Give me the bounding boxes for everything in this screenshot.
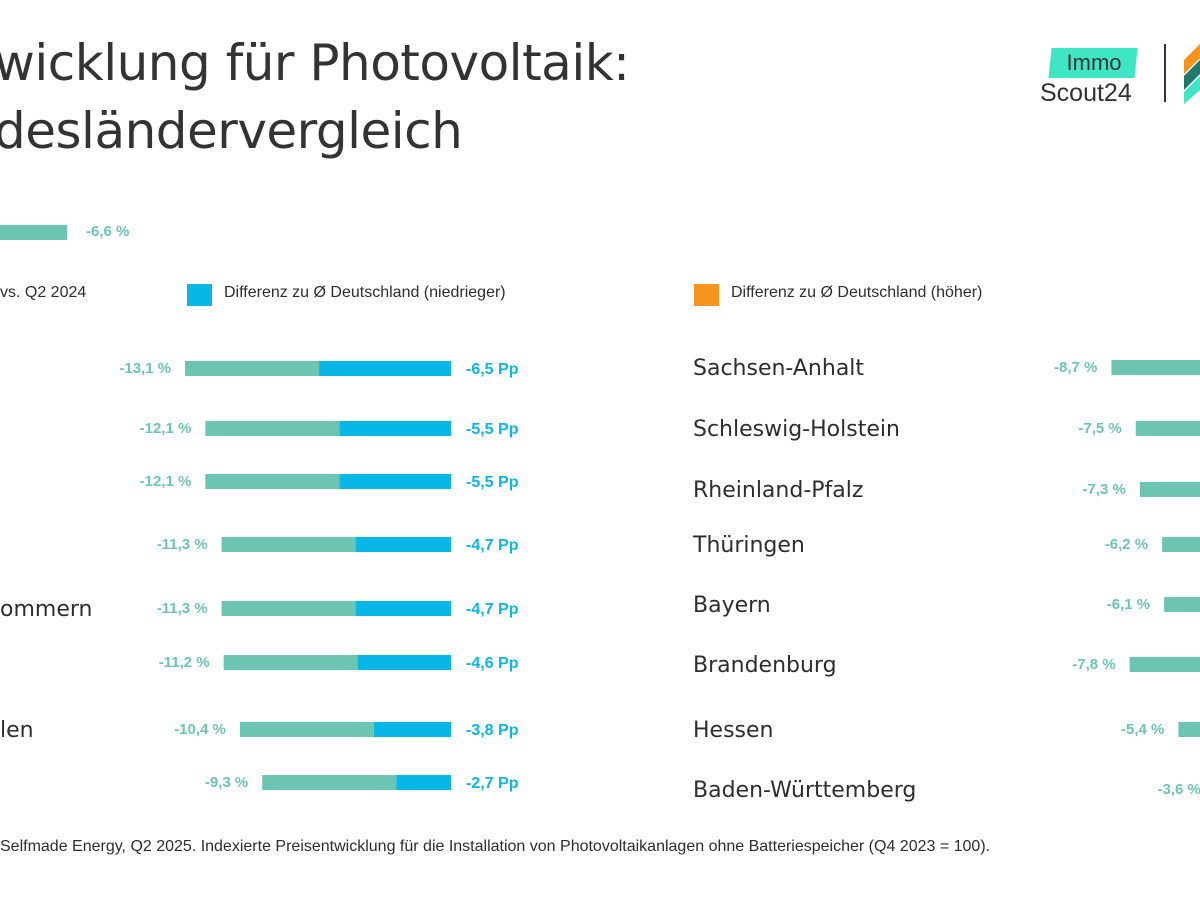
difference-bar-left-1 — [339, 421, 451, 436]
state-label-right-6: Hessen — [693, 718, 773, 743]
difference-label-left-0: -6,5 Pp — [466, 361, 519, 378]
change-label-left-0: -13,1 % — [119, 360, 171, 377]
change-bar-left-0 — [185, 361, 320, 376]
legend-higher-swatch — [694, 284, 719, 306]
difference-label-left-2: -5,5 Pp — [466, 474, 519, 491]
change-bar-left-4 — [221, 601, 356, 616]
change-label-left-6: -10,4 % — [174, 721, 226, 738]
legend-lower-label: Differenz zu Ø Deutschland (niedrieger) — [224, 284, 506, 301]
source-footnote: Selfmade Energy, Q2 2025. Indexierte Pre… — [0, 838, 991, 855]
change-label-right-6: -5,4 % — [1121, 721, 1164, 738]
chart-title-line-2: desländervergleich — [0, 102, 463, 160]
change-bar-right-2 — [1139, 482, 1200, 497]
change-bar-right-6 — [1178, 722, 1200, 737]
change-label-right-4: -6,1 % — [1107, 596, 1150, 613]
change-bar-right-3 — [1162, 537, 1200, 552]
difference-bar-left-6 — [373, 722, 451, 737]
state-label-right-4: Bayern — [693, 593, 771, 618]
difference-bar-left-7 — [396, 775, 451, 790]
change-label-right-1: -7,5 % — [1078, 420, 1121, 437]
change-label-right-2: -7,3 % — [1082, 481, 1125, 498]
difference-bar-left-4 — [355, 601, 451, 616]
logo-immo-text: Immo — [1066, 50, 1122, 75]
chart-title-line-1: wicklung für Photovoltaik: — [0, 34, 630, 92]
difference-label-left-5: -4,6 Pp — [466, 655, 519, 672]
logo-divider — [1164, 44, 1166, 102]
change-label-left-4: -11,3 % — [157, 600, 208, 617]
state-label-right-0: Sachsen-Anhalt — [693, 356, 864, 381]
change-bar-right-5 — [1129, 657, 1200, 672]
difference-bar-left-0 — [319, 361, 451, 376]
change-label-left-3: -11,3 % — [157, 536, 208, 553]
legend-higher-label: Differenz zu Ø Deutschland (höher) — [731, 284, 983, 301]
difference-bar-left-3 — [355, 537, 451, 552]
legend-change-label: vs. Q2 2024 — [0, 284, 87, 301]
change-label-right-3: -6,2 % — [1105, 536, 1148, 553]
difference-label-left-6: -3,8 Pp — [466, 722, 519, 739]
change-bar-left-2 — [205, 474, 340, 489]
change-label-left-5: -11,2 % — [159, 654, 210, 671]
change-bar-left-3 — [221, 537, 356, 552]
difference-label-left-4: -4,7 Pp — [466, 601, 519, 618]
germany-average-label: -6,6 % — [86, 223, 130, 240]
change-bar-right-0 — [1111, 360, 1200, 375]
logo-scout-text: Scout24 — [1040, 79, 1132, 107]
immoscout24-logo: Immo Scout24 — [1040, 40, 1150, 110]
state-label-right-7: Baden-Württemberg — [693, 778, 916, 803]
change-label-right-5: -7,8 % — [1072, 656, 1115, 673]
germany-average-bar — [0, 225, 67, 240]
change-label-left-2: -12,1 % — [140, 473, 192, 490]
state-label-right-5: Brandenburg — [693, 653, 837, 678]
difference-bar-left-2 — [339, 474, 451, 489]
change-label-right-0: -8,7 % — [1054, 359, 1097, 376]
partner-logo-mark-icon — [1184, 44, 1200, 104]
change-bar-right-1 — [1135, 421, 1200, 436]
state-label-left-6: len — [0, 718, 34, 743]
change-bar-left-5 — [223, 655, 358, 670]
difference-label-left-7: -2,7 Pp — [466, 775, 519, 792]
change-label-left-7: -9,3 % — [205, 774, 248, 791]
change-label-right-7: -3,6 % — [1158, 781, 1200, 798]
difference-label-left-1: -5,5 Pp — [466, 421, 519, 438]
state-label-right-1: Schleswig-Holstein — [693, 417, 900, 442]
legend-lower-swatch — [187, 284, 212, 306]
change-label-left-1: -12,1 % — [140, 420, 192, 437]
change-bar-right-4 — [1164, 597, 1200, 612]
change-bar-left-6 — [239, 722, 374, 737]
change-bar-left-1 — [205, 421, 340, 436]
state-label-left-4: ommern — [0, 597, 92, 622]
state-label-right-2: Rheinland-Pfalz — [693, 478, 863, 503]
difference-label-left-3: -4,7 Pp — [466, 537, 519, 554]
change-bar-left-7 — [262, 775, 397, 790]
state-label-right-3: Thüringen — [692, 533, 805, 558]
difference-bar-left-5 — [357, 655, 451, 670]
